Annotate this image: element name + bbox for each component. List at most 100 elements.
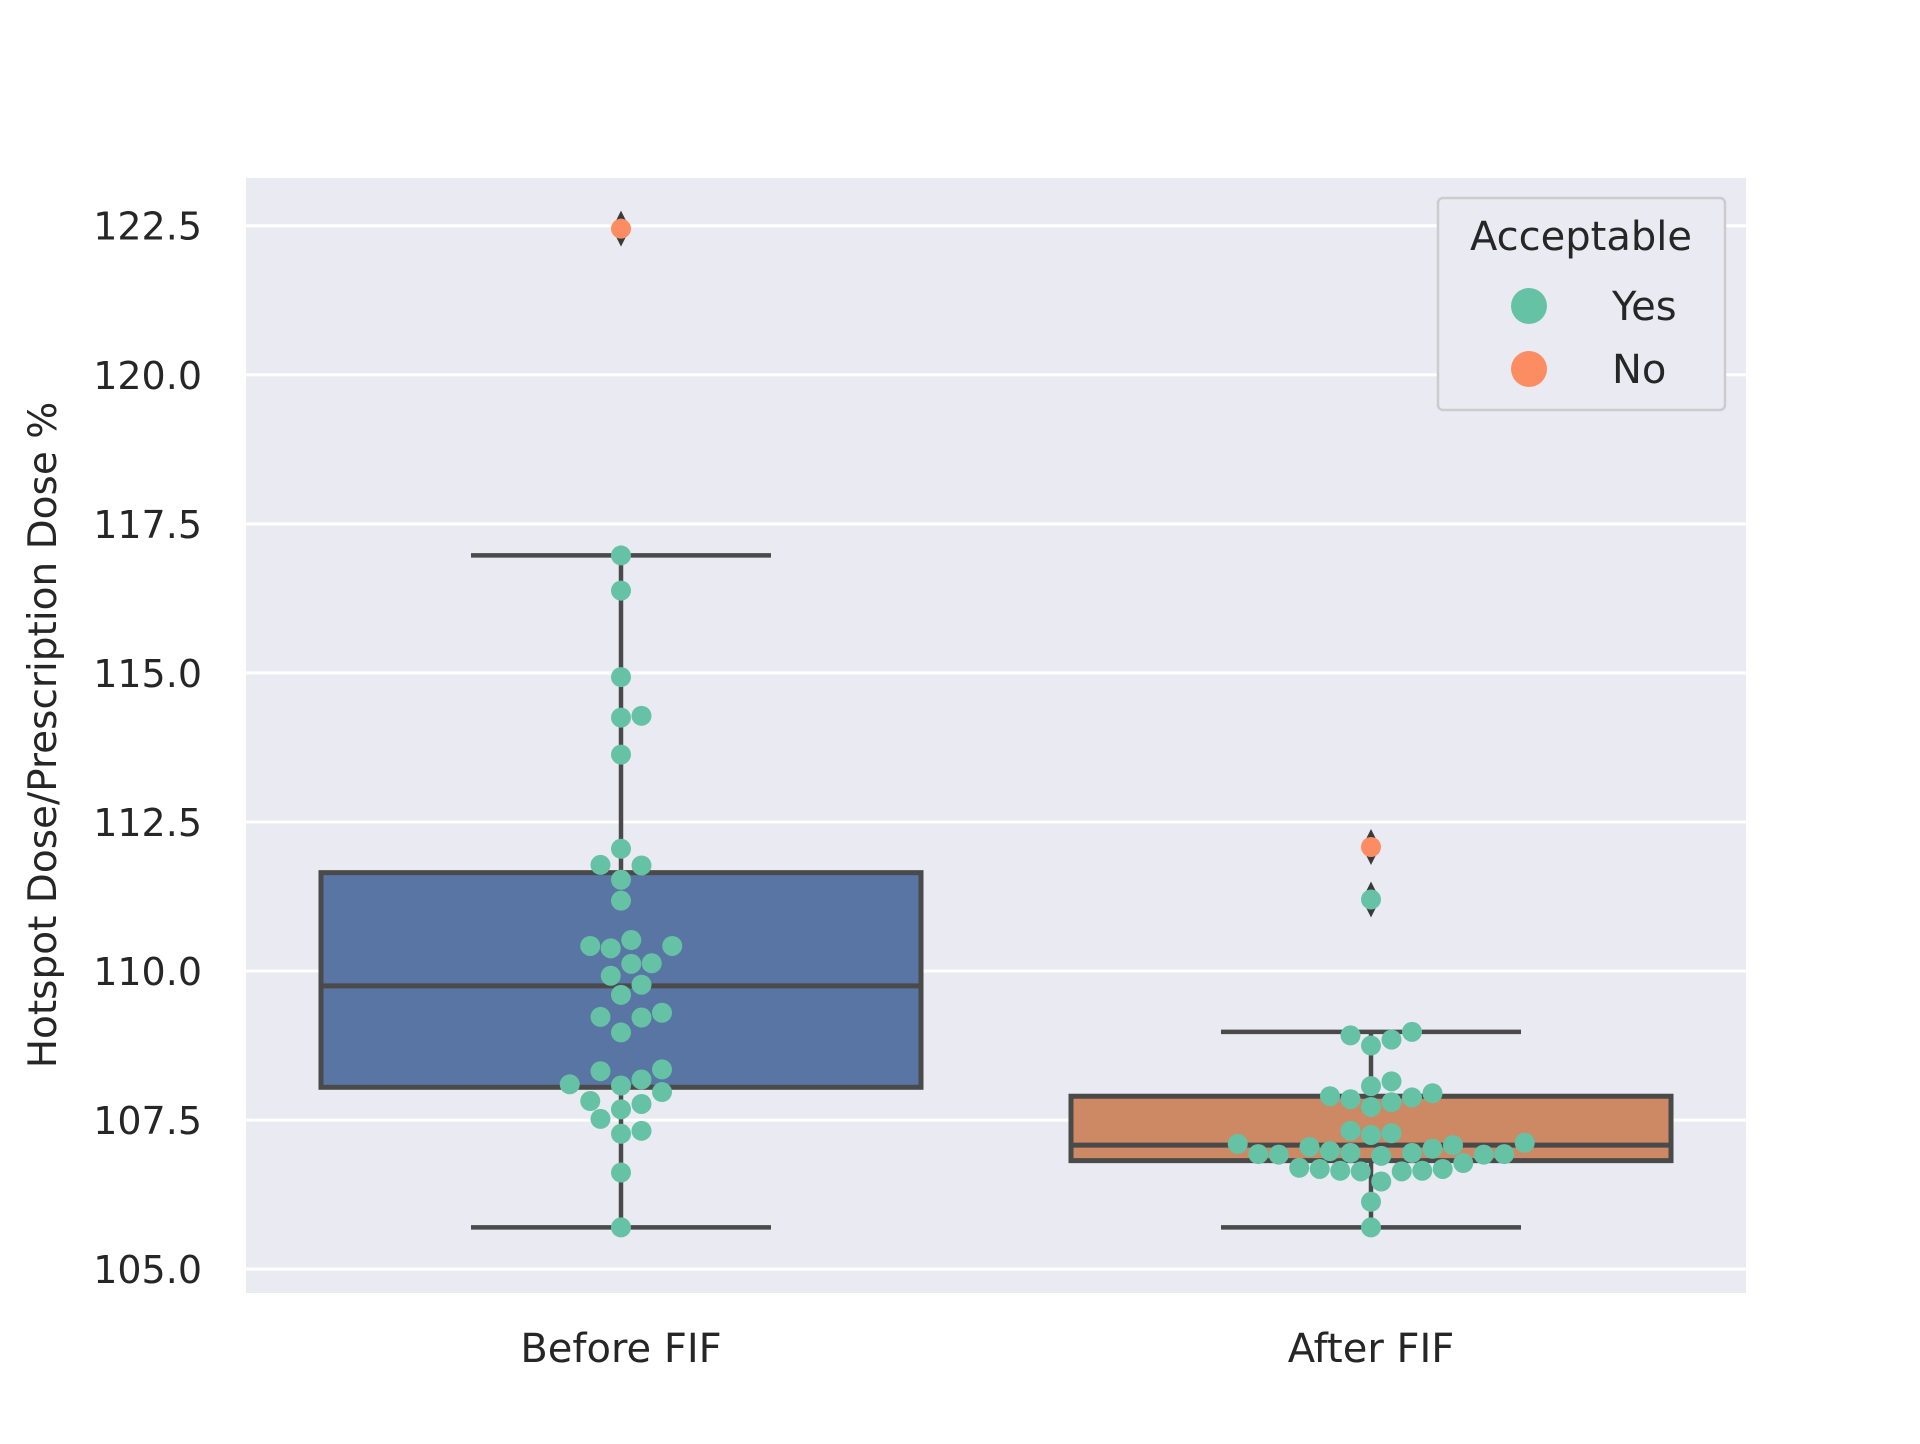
swarm-point-yes	[1289, 1157, 1310, 1178]
swarm-point-yes	[611, 890, 631, 911]
swarm-point-yes	[1361, 1217, 1381, 1238]
swarm-points	[559, 218, 1535, 1238]
swarm-point-yes	[1391, 1161, 1412, 1182]
swarm-point-yes	[1299, 1136, 1320, 1157]
legend-marker-no	[1511, 351, 1547, 387]
legend-entries: Yes No	[1511, 284, 1677, 393]
x-tick-label: Before FIF	[520, 1326, 721, 1372]
swarm-point-yes	[631, 974, 652, 995]
swarm-point-yes	[1361, 1191, 1381, 1212]
swarm-point-yes	[1340, 1142, 1361, 1163]
swarm-point-yes	[611, 707, 631, 728]
swarm-point-yes	[1340, 1120, 1361, 1141]
swarm-point-yes	[1361, 1076, 1381, 1097]
swarm-point-yes	[611, 1099, 631, 1120]
y-tick-label: 115.0	[93, 652, 202, 696]
swarm-point-yes	[1402, 1087, 1422, 1108]
axis-ticks: 105.0 107.5 110.0 112.5 115.0 117.5 120.0 122.5…	[93, 205, 1454, 1372]
swarm-point-yes	[611, 1022, 631, 1043]
swarm-point-yes	[611, 744, 631, 765]
swarm-point-yes	[631, 1069, 652, 1090]
swarm-point-yes	[621, 953, 642, 974]
swarm-point-yes	[611, 838, 631, 859]
swarm-point-yes	[631, 855, 652, 876]
swarm-point-yes	[611, 1162, 631, 1183]
legend-frame	[1436, 196, 1727, 412]
y-tick-label: 122.5	[93, 205, 202, 249]
swarm-point-yes	[1381, 1071, 1402, 1092]
swarm-point-yes	[652, 1059, 672, 1080]
swarm-point-yes	[631, 705, 652, 726]
y-tick-label: 110.0	[93, 950, 202, 994]
swarm-point-yes	[631, 1007, 652, 1028]
swarm-point-yes	[652, 1002, 672, 1023]
swarm-point-yes	[631, 1093, 652, 1114]
swarm-point-yes	[600, 938, 621, 959]
y-tick-label: 112.5	[93, 801, 202, 845]
swarm-point-yes	[1350, 1161, 1371, 1182]
swarm-point-yes	[611, 545, 631, 566]
swarm-point-yes	[1381, 1029, 1402, 1050]
swarm-point-yes	[1248, 1144, 1269, 1165]
swarm-point-yes	[559, 1074, 580, 1095]
swarm-point-yes	[611, 1217, 631, 1238]
y-tick-label: 117.5	[93, 503, 202, 547]
swarm-point-yes	[590, 1061, 611, 1082]
swarm-point-yes	[621, 930, 642, 951]
swarm-point-yes	[600, 965, 621, 986]
swarm-point-no	[611, 218, 631, 239]
swarm-point-yes	[1402, 1021, 1422, 1042]
swarm-point-yes	[590, 1108, 611, 1129]
swarm-point-yes	[590, 1006, 611, 1027]
swarm-point-yes	[662, 935, 683, 956]
legend-label-no: No	[1612, 347, 1666, 393]
swarm-point-yes	[1412, 1160, 1433, 1181]
swarm-point-yes	[611, 1123, 631, 1144]
y-axis-label: Hotspot Dose/Prescription Dose %	[21, 402, 66, 1069]
swarm-point-yes	[1340, 1089, 1361, 1110]
swarm-point-yes	[1361, 1096, 1381, 1117]
y-tick-label: 105.0	[93, 1248, 202, 1292]
swarm-point-yes	[652, 1082, 672, 1103]
swarm-point-yes	[611, 580, 631, 601]
y-tick-label: 107.5	[93, 1099, 202, 1143]
swarm-point-yes	[1402, 1142, 1422, 1163]
swarm-point-yes	[611, 984, 631, 1005]
legend-marker-yes	[1511, 288, 1547, 324]
swarm-point-yes	[1453, 1153, 1474, 1174]
swarm-point-yes	[1494, 1144, 1515, 1165]
swarm-point-yes	[1443, 1135, 1463, 1156]
swarm-point-yes	[1514, 1132, 1535, 1153]
swarm-point-yes	[1320, 1141, 1340, 1162]
swarm-point-yes	[1381, 1092, 1402, 1113]
swarm-point-yes	[580, 1091, 601, 1112]
swarm-point-yes	[1309, 1158, 1330, 1179]
legend: Acceptable Yes No	[1436, 196, 1727, 412]
swarm-point-yes	[1320, 1086, 1340, 1107]
swarm-point-yes	[1371, 1171, 1392, 1192]
legend-label-yes: Yes	[1611, 284, 1677, 330]
swarm-point-yes	[580, 935, 601, 956]
swarm-point-yes	[1371, 1145, 1392, 1166]
swarm-point-yes	[1432, 1158, 1453, 1179]
swarm-point-yes	[631, 1120, 652, 1141]
swarm-point-yes	[1361, 889, 1381, 910]
swarm-point-yes	[1330, 1160, 1351, 1181]
swarm-point-yes	[641, 953, 662, 974]
swarm-point-yes	[611, 667, 631, 688]
swarm-point-yes	[590, 854, 611, 875]
swarm-point-yes	[1422, 1083, 1443, 1104]
swarm-point-yes	[1227, 1133, 1248, 1154]
swarm-point-yes	[1422, 1138, 1443, 1159]
swarm-point-yes	[611, 869, 631, 890]
x-tick-label: After FIF	[1288, 1326, 1455, 1372]
swarm-point-yes	[1381, 1123, 1402, 1144]
y-tick-label: 120.0	[93, 354, 202, 398]
swarm-point-yes	[1361, 1124, 1381, 1145]
swarm-point-yes	[611, 1075, 631, 1096]
swarm-point-yes	[1473, 1144, 1494, 1165]
legend-title: Acceptable	[1470, 214, 1692, 260]
swarm-point-yes	[1361, 1035, 1381, 1056]
swarm-point-yes	[1268, 1144, 1289, 1165]
